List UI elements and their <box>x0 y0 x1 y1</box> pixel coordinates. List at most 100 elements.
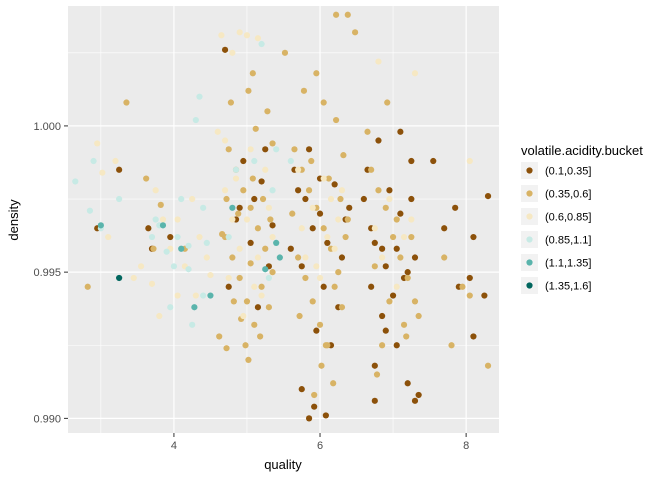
data-point <box>287 157 294 165</box>
data-point <box>167 304 174 311</box>
data-point <box>265 274 272 282</box>
data-point <box>316 210 324 217</box>
data-point <box>189 321 196 328</box>
data-point <box>331 245 338 252</box>
data-point <box>148 233 156 241</box>
data-point <box>251 195 258 203</box>
data-point <box>86 207 94 214</box>
data-point <box>382 263 389 270</box>
data-point <box>308 157 315 165</box>
data-point <box>159 222 167 229</box>
data-point <box>411 254 419 261</box>
data-point <box>249 175 256 182</box>
data-point <box>174 233 181 241</box>
legend-swatch <box>526 259 533 266</box>
data-point <box>403 333 410 340</box>
data-point <box>411 397 419 404</box>
data-point <box>167 233 174 241</box>
data-point <box>247 260 254 267</box>
data-point <box>262 146 269 153</box>
data-point <box>379 312 386 320</box>
data-point <box>218 32 225 39</box>
data-point <box>152 187 159 194</box>
data-point <box>375 187 382 194</box>
data-point <box>338 254 346 261</box>
data-point <box>397 128 404 135</box>
data-point <box>84 283 91 290</box>
data-point <box>281 49 289 56</box>
data-point <box>243 32 251 39</box>
data-point <box>247 146 254 153</box>
data-point <box>393 216 400 223</box>
data-point <box>123 99 130 106</box>
data-point <box>386 298 393 305</box>
data-point <box>459 283 466 290</box>
data-point <box>397 210 404 217</box>
data-point <box>229 204 236 211</box>
data-point <box>269 140 276 147</box>
legend-label: (0.6,0.85] <box>545 212 591 224</box>
data-point <box>289 210 296 217</box>
data-point <box>94 140 101 147</box>
data-point <box>484 362 492 369</box>
data-point <box>243 298 251 305</box>
data-point <box>441 254 448 261</box>
data-point <box>235 210 242 217</box>
data-point <box>309 298 316 305</box>
data-point <box>408 195 415 203</box>
data-point <box>251 321 258 328</box>
data-point <box>324 239 331 246</box>
data-point <box>404 269 411 276</box>
data-point <box>411 298 419 305</box>
data-point <box>178 245 185 252</box>
data-point <box>287 245 294 252</box>
data-point <box>216 333 223 340</box>
data-point <box>262 266 269 273</box>
data-points <box>72 11 492 422</box>
data-point <box>116 274 123 282</box>
data-point <box>196 93 203 100</box>
data-point <box>371 362 378 369</box>
data-point <box>163 248 170 255</box>
data-point <box>262 166 269 173</box>
data-point <box>373 371 381 378</box>
data-point <box>305 415 313 422</box>
data-point <box>375 58 382 65</box>
data-point <box>219 231 226 238</box>
data-point <box>305 146 313 153</box>
data-point <box>389 233 397 241</box>
data-point <box>273 146 280 153</box>
data-point <box>295 254 302 261</box>
data-point <box>254 304 262 311</box>
data-point <box>364 128 371 135</box>
data-point <box>325 175 332 182</box>
data-point <box>269 187 276 194</box>
x-axis-ticks: 4 6 8 <box>171 433 469 452</box>
data-point <box>302 274 309 282</box>
data-point <box>340 152 347 159</box>
data-point <box>203 239 210 246</box>
data-point <box>116 166 123 173</box>
y-axis-title: density <box>6 199 21 241</box>
data-point <box>90 157 97 165</box>
legend-label: (1.35,1.6] <box>545 281 591 293</box>
data-point <box>344 11 351 18</box>
data-point <box>379 342 386 349</box>
data-point <box>371 263 378 270</box>
data-point <box>368 283 375 290</box>
data-point <box>322 412 329 419</box>
data-point <box>298 263 305 270</box>
data-point <box>466 274 473 282</box>
data-point <box>159 216 167 223</box>
data-point <box>236 29 243 36</box>
data-point <box>254 35 262 42</box>
data-point <box>331 181 338 188</box>
data-point <box>441 225 448 232</box>
data-point <box>247 204 254 211</box>
data-point <box>267 216 274 223</box>
data-point <box>393 245 400 252</box>
data-point <box>448 342 455 349</box>
data-point <box>320 225 327 232</box>
data-point <box>300 87 308 94</box>
